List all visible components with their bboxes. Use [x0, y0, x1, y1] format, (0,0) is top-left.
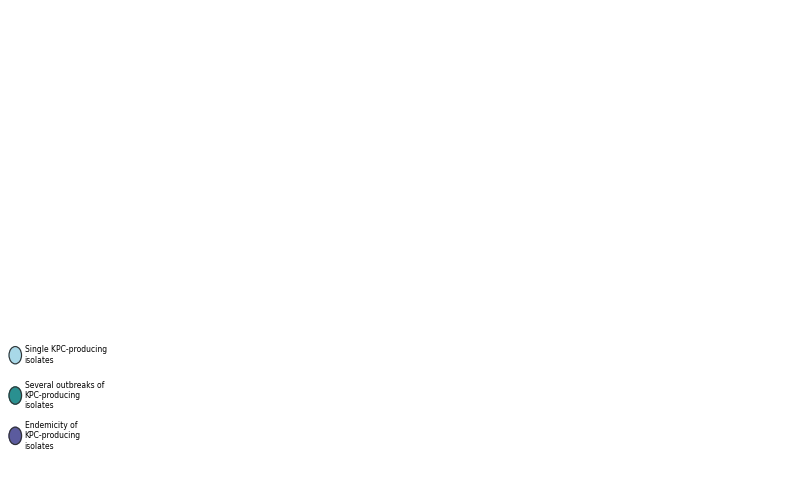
- Circle shape: [9, 347, 22, 364]
- Text: Single KPC-producing
isolates: Single KPC-producing isolates: [25, 346, 106, 365]
- Circle shape: [9, 427, 22, 444]
- Text: Several outbreaks of
KPC-producing
isolates: Several outbreaks of KPC-producing isola…: [25, 381, 104, 410]
- Text: Endemicity of
KPC-producing
isolates: Endemicity of KPC-producing isolates: [25, 421, 81, 451]
- Circle shape: [9, 387, 22, 404]
